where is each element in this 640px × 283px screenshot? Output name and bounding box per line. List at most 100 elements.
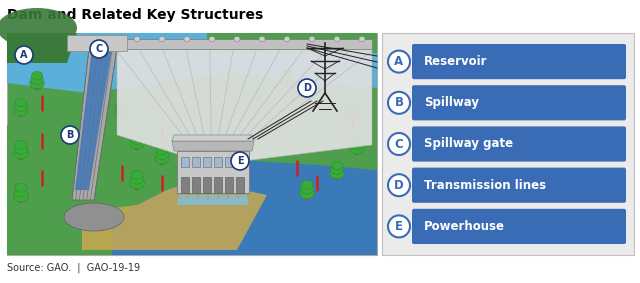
Circle shape (298, 79, 316, 97)
Ellipse shape (134, 37, 140, 42)
Ellipse shape (13, 190, 29, 202)
Ellipse shape (131, 131, 143, 140)
Polygon shape (19, 196, 22, 203)
Circle shape (388, 174, 410, 196)
Text: A: A (394, 55, 404, 68)
Text: C: C (395, 138, 403, 151)
Ellipse shape (116, 105, 129, 114)
Polygon shape (112, 160, 377, 255)
FancyBboxPatch shape (236, 157, 244, 167)
Ellipse shape (109, 37, 115, 42)
FancyBboxPatch shape (181, 177, 189, 193)
FancyBboxPatch shape (203, 177, 211, 193)
Text: Transmission lines: Transmission lines (424, 179, 546, 192)
Ellipse shape (330, 168, 344, 179)
Polygon shape (255, 94, 259, 100)
Polygon shape (177, 195, 189, 205)
Circle shape (90, 40, 108, 58)
Text: E: E (237, 156, 243, 166)
Polygon shape (227, 195, 239, 205)
FancyBboxPatch shape (412, 44, 626, 79)
FancyBboxPatch shape (236, 177, 244, 193)
Polygon shape (217, 195, 229, 205)
Ellipse shape (350, 143, 364, 154)
Ellipse shape (156, 146, 168, 155)
Text: Spillway: Spillway (424, 96, 479, 109)
Ellipse shape (300, 184, 314, 194)
Polygon shape (197, 195, 209, 205)
FancyBboxPatch shape (7, 33, 377, 255)
Ellipse shape (115, 108, 129, 119)
FancyBboxPatch shape (214, 177, 222, 193)
Ellipse shape (234, 37, 240, 42)
Text: C: C (95, 44, 102, 54)
Polygon shape (187, 195, 199, 205)
Polygon shape (7, 33, 77, 63)
Polygon shape (120, 113, 124, 120)
Text: Powerhouse: Powerhouse (424, 220, 505, 233)
Ellipse shape (251, 86, 263, 95)
Ellipse shape (15, 140, 27, 149)
Ellipse shape (259, 37, 265, 42)
FancyBboxPatch shape (192, 177, 200, 193)
Polygon shape (172, 135, 254, 141)
Polygon shape (82, 180, 267, 250)
Ellipse shape (130, 138, 144, 149)
Ellipse shape (334, 37, 340, 42)
Ellipse shape (31, 71, 43, 80)
Circle shape (15, 46, 33, 64)
Ellipse shape (281, 73, 293, 82)
Ellipse shape (345, 108, 359, 119)
Circle shape (388, 51, 410, 73)
Ellipse shape (15, 98, 27, 107)
Polygon shape (136, 143, 139, 150)
Polygon shape (237, 195, 249, 205)
Ellipse shape (15, 102, 28, 112)
Ellipse shape (84, 37, 90, 42)
FancyBboxPatch shape (203, 157, 211, 167)
Ellipse shape (359, 37, 365, 42)
Circle shape (388, 215, 410, 237)
Ellipse shape (282, 70, 292, 78)
Ellipse shape (332, 161, 342, 170)
Circle shape (231, 152, 249, 170)
FancyBboxPatch shape (225, 157, 233, 167)
Ellipse shape (301, 180, 313, 189)
Text: E: E (395, 220, 403, 233)
Text: Source: GAO.  |  GAO-19-19: Source: GAO. | GAO-19-19 (7, 263, 140, 273)
Polygon shape (7, 33, 377, 93)
Ellipse shape (252, 83, 262, 91)
Ellipse shape (15, 183, 27, 192)
Circle shape (388, 92, 410, 114)
Text: D: D (303, 83, 311, 93)
FancyBboxPatch shape (225, 177, 233, 193)
Ellipse shape (116, 101, 127, 110)
Ellipse shape (14, 187, 28, 197)
Text: Dam and Related Key Structures: Dam and Related Key Structures (7, 8, 263, 22)
Polygon shape (305, 193, 308, 200)
Polygon shape (72, 48, 117, 200)
Polygon shape (19, 111, 22, 117)
Circle shape (61, 126, 79, 144)
Polygon shape (135, 183, 139, 190)
Polygon shape (75, 48, 112, 190)
Ellipse shape (309, 37, 315, 42)
Text: B: B (394, 96, 403, 109)
Ellipse shape (159, 37, 165, 42)
Ellipse shape (131, 170, 143, 179)
Polygon shape (172, 141, 254, 151)
Ellipse shape (130, 174, 144, 184)
Ellipse shape (346, 101, 358, 110)
Polygon shape (355, 149, 358, 155)
FancyBboxPatch shape (77, 39, 372, 49)
Ellipse shape (13, 147, 29, 159)
FancyBboxPatch shape (382, 33, 634, 255)
Text: Spillway gate: Spillway gate (424, 138, 513, 151)
FancyBboxPatch shape (412, 127, 626, 162)
Ellipse shape (300, 187, 315, 199)
Polygon shape (351, 113, 354, 120)
Ellipse shape (0, 8, 77, 48)
Ellipse shape (209, 37, 215, 42)
Text: D: D (394, 179, 404, 192)
Polygon shape (161, 158, 164, 165)
